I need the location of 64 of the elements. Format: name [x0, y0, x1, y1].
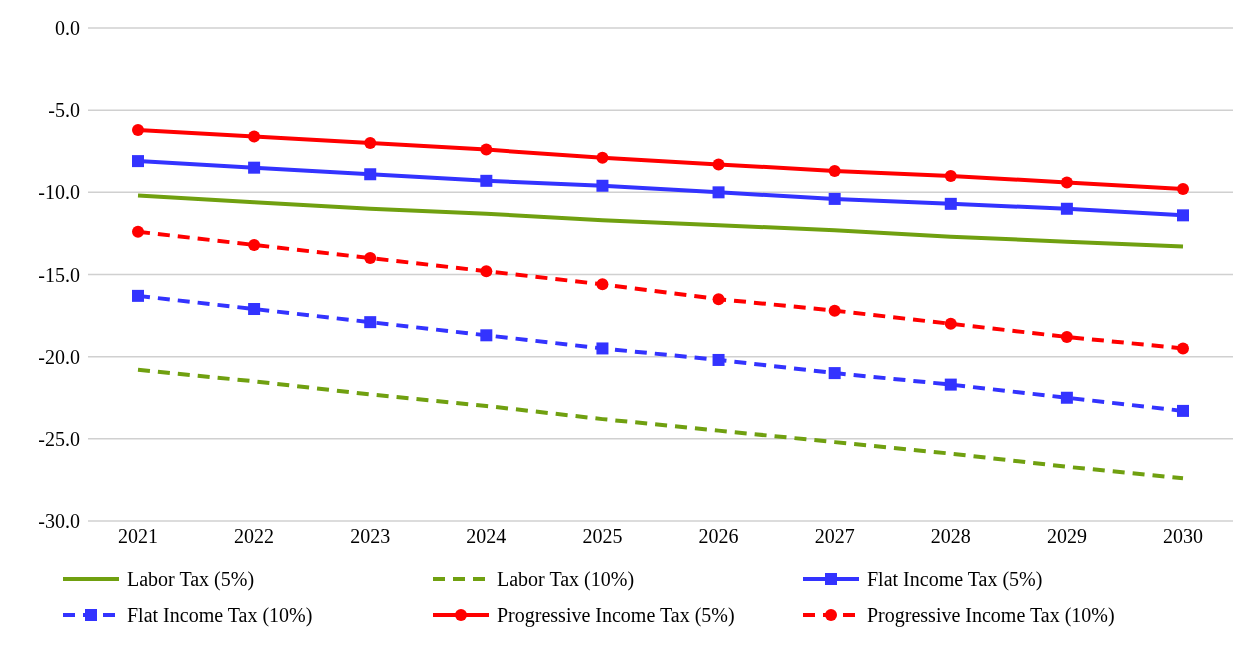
y-tick-label: -5.0: [48, 99, 80, 122]
y-tick-label: -20.0: [38, 345, 80, 368]
legend-label: Flat Income Tax (5%): [867, 567, 1043, 591]
point: [1177, 183, 1189, 196]
y-tick-label: -25.0: [38, 427, 80, 450]
y-tick-label: -30.0: [38, 510, 80, 533]
point: [828, 164, 841, 177]
x-tick-label: 2021: [118, 525, 158, 548]
point: [480, 329, 493, 342]
x-tick-label: 2028: [930, 525, 971, 548]
point: [132, 123, 144, 136]
point: [828, 192, 841, 205]
point: [1060, 176, 1073, 189]
point: [480, 174, 493, 187]
line-series: [136, 193, 1185, 249]
y-tick-label: -15.0: [38, 263, 80, 286]
point: [132, 289, 144, 302]
point: [1177, 404, 1189, 417]
point: [248, 303, 261, 316]
point: [944, 197, 957, 210]
point: [1060, 202, 1073, 215]
point: [480, 143, 493, 156]
point: [596, 179, 609, 192]
point: [712, 353, 725, 366]
point: [364, 168, 377, 181]
point: [828, 367, 841, 380]
x-tick-label: 2026: [698, 525, 739, 548]
y-tick-label: -10.0: [38, 181, 80, 204]
legend-label: Labor Tax (10%): [497, 567, 635, 591]
point: [1060, 391, 1073, 404]
point: [480, 265, 493, 278]
x-tick-label: 2023: [350, 525, 391, 548]
point: [712, 186, 725, 199]
x-tick-label: 2029: [1046, 525, 1087, 548]
point: [944, 378, 957, 391]
legend-label: Progressive Income Tax (5%): [497, 603, 735, 627]
point: [828, 304, 841, 317]
point: [132, 155, 144, 168]
point: [248, 161, 261, 174]
x-tick-label: 2024: [466, 525, 507, 548]
point: [132, 225, 144, 238]
point: [364, 316, 377, 329]
point: [364, 137, 377, 150]
point: [1060, 330, 1073, 343]
legend-label: Progressive Income Tax (10%): [867, 603, 1115, 627]
point: [248, 130, 261, 143]
x-tick-label: 2022: [234, 525, 275, 548]
point: [364, 252, 377, 265]
point: [944, 169, 957, 182]
legend-label: Flat Income Tax (10%): [127, 603, 313, 627]
point: [1177, 209, 1189, 222]
point: [596, 151, 609, 164]
point: [596, 278, 609, 291]
x-tick-label: 2027: [814, 525, 855, 548]
y-tick-label: 0.0: [55, 17, 80, 40]
point: [712, 293, 725, 306]
point: [712, 158, 725, 171]
legend-label: Labor Tax (5%): [127, 567, 255, 591]
x-tick-label: 2030: [1163, 525, 1203, 548]
point: [1177, 342, 1189, 355]
x-tick-label: 2025: [582, 525, 623, 548]
point: [944, 317, 957, 330]
point: [596, 342, 609, 355]
line-series: [136, 367, 1185, 481]
